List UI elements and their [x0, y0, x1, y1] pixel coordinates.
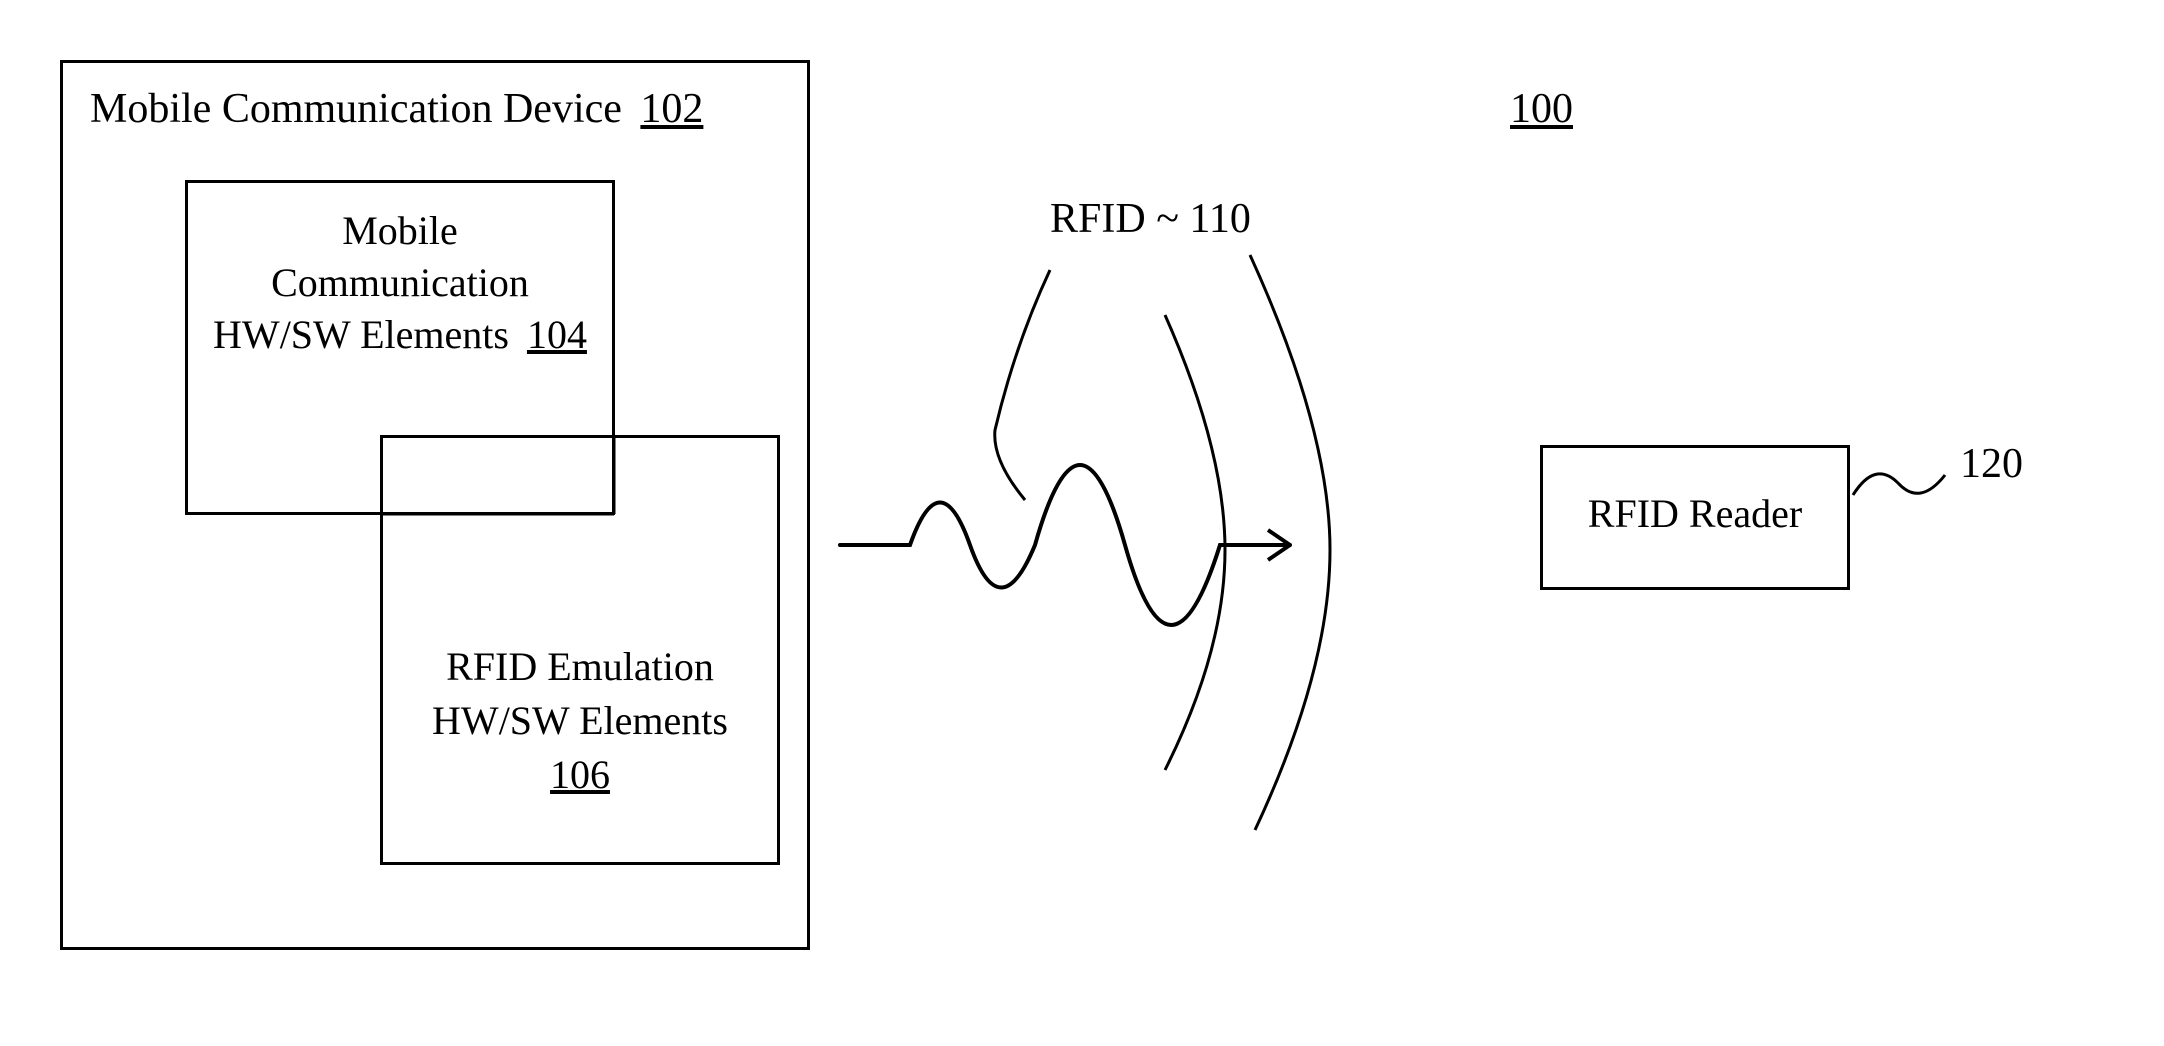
- rfid-emulation-line2: HW/SW Elements: [390, 694, 770, 748]
- rfid-emulation-line1: RFID Emulation: [390, 640, 770, 694]
- rfid-emulation-label: RFID Emulation HW/SW Elements 106: [390, 640, 770, 802]
- rfid-emulation-ref: 106: [390, 748, 770, 802]
- diagram-container: 100 Mobile Communication Device 102 Mobi…: [0, 0, 2164, 1046]
- rfid-reader-label: RFID Reader: [1540, 490, 1850, 537]
- rfid-reader-ref: 120: [1960, 440, 2023, 488]
- wave-svg: [820, 150, 1540, 850]
